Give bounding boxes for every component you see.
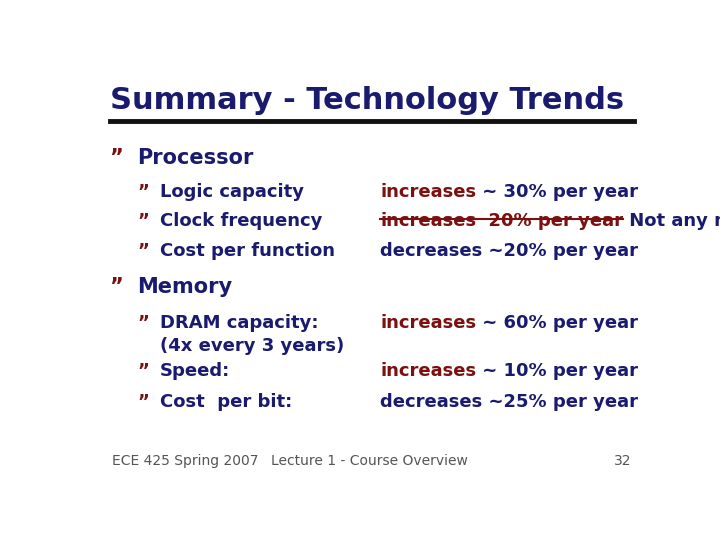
Text: Lecture 1 - Course Overview: Lecture 1 - Course Overview	[271, 454, 467, 468]
Text: 32: 32	[613, 454, 631, 468]
Text: ”: ”	[138, 314, 149, 332]
Text: Summary - Technology Trends: Summary - Technology Trends	[109, 85, 624, 114]
Text: DRAM capacity:
(4x every 3 years): DRAM capacity: (4x every 3 years)	[160, 314, 344, 355]
Text: Cost  per bit:: Cost per bit:	[160, 393, 292, 411]
Text: ~ 60% per year: ~ 60% per year	[477, 314, 639, 332]
Text: ”: ”	[138, 212, 149, 231]
Text: ”: ”	[138, 393, 149, 411]
Text: Clock frequency: Clock frequency	[160, 212, 322, 231]
Text: ~ 10% per year: ~ 10% per year	[477, 362, 639, 380]
Text: Logic capacity: Logic capacity	[160, 183, 304, 201]
Text: increases: increases	[380, 362, 477, 380]
Text: ECE 425 Spring 2007: ECE 425 Spring 2007	[112, 454, 258, 468]
Text: ”: ”	[138, 362, 149, 380]
Text: ~ 30% per year: ~ 30% per year	[477, 183, 639, 201]
Text: ”: ”	[109, 148, 123, 168]
Text: Speed:: Speed:	[160, 362, 230, 380]
Text: increases: increases	[380, 212, 477, 231]
Text: decreases ~25% per year: decreases ~25% per year	[380, 393, 638, 411]
Text: 20% per year: 20% per year	[477, 212, 624, 231]
Text: ”: ”	[109, 277, 123, 297]
Text: increases: increases	[380, 314, 477, 332]
Text: decreases ~20% per year: decreases ~20% per year	[380, 241, 638, 260]
Text: Not any more!: Not any more!	[624, 212, 720, 231]
Text: Processor: Processor	[138, 148, 254, 168]
Text: Cost per function: Cost per function	[160, 241, 335, 260]
Text: ”: ”	[138, 183, 149, 201]
Text: increases: increases	[380, 183, 477, 201]
Text: ”: ”	[138, 241, 149, 260]
Text: Memory: Memory	[138, 277, 233, 297]
